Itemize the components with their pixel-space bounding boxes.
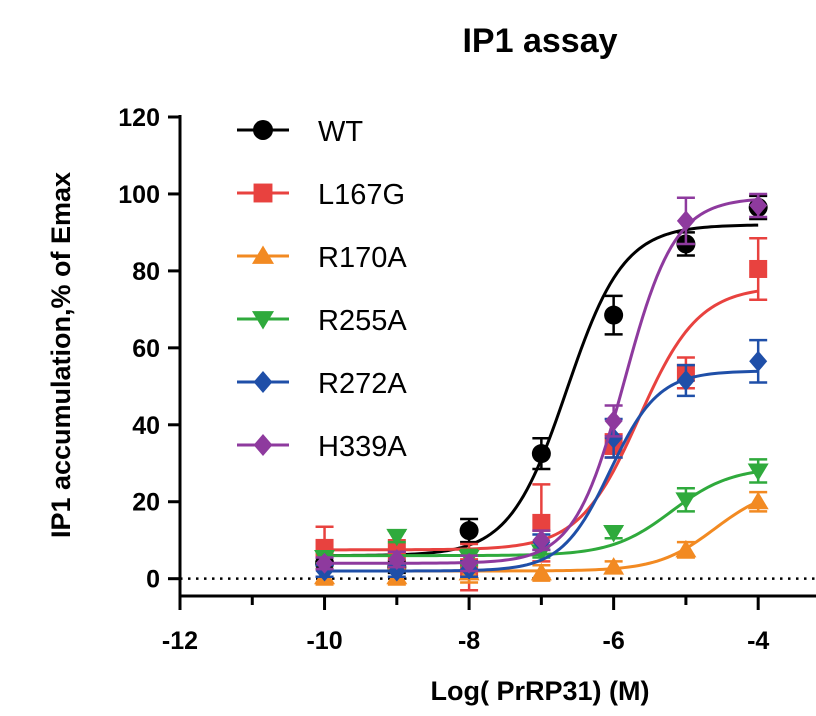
series-h339a	[315, 192, 768, 574]
y-tick-label: 20	[132, 489, 160, 517]
data-point	[387, 560, 406, 582]
data-point	[749, 259, 768, 278]
y-tick-label: 0	[146, 566, 160, 594]
x-axis-label: Log( PrRP31) (M)	[431, 676, 650, 706]
x-tick-label: -12	[162, 627, 198, 655]
data-point	[749, 350, 768, 372]
y-tick-label: 60	[132, 335, 160, 363]
data-point	[747, 491, 769, 510]
legend-label-l167g: L167G	[318, 179, 405, 211]
data-point	[747, 463, 769, 481]
legend-marker-r255a	[251, 311, 275, 330]
data-point	[532, 529, 551, 551]
data-point	[675, 539, 697, 558]
legend-marker-r272a	[253, 370, 273, 394]
data-point	[604, 305, 624, 325]
data-point	[749, 194, 768, 216]
data-point	[387, 548, 406, 570]
legend-label-wt: WT	[318, 116, 363, 148]
data-point	[460, 552, 479, 574]
data-point	[604, 410, 623, 432]
y-axis-label: IP1 accumulation,% of Emax	[46, 172, 76, 538]
data-point	[315, 552, 334, 574]
chart-title: IP1 assay	[462, 22, 617, 60]
legend-label-r170a: R170A	[318, 242, 407, 274]
data-point	[675, 492, 697, 510]
legend-marker-wt	[253, 120, 273, 140]
x-tick-label: -10	[306, 627, 342, 655]
legend-label-r255a: R255A	[318, 305, 407, 337]
data-point	[532, 513, 551, 532]
legend-label-r272a: R272A	[318, 368, 407, 400]
legend-marker-r170a	[251, 245, 275, 264]
legend-marker-l167g	[253, 183, 273, 203]
y-tick-label: 120	[118, 104, 160, 132]
x-tick-label: -6	[603, 627, 625, 655]
data-point	[459, 521, 479, 541]
legend-marker-h339a	[253, 433, 273, 457]
y-tick-label: 100	[118, 181, 160, 209]
legend-label-h339a: H339A	[318, 431, 407, 463]
legend: WT L167G R170A R255A R272A H339A	[237, 116, 407, 463]
data-point	[603, 557, 625, 575]
x-tick-label: -8	[458, 627, 480, 655]
data-point	[603, 525, 625, 543]
x-tick-label: -4	[747, 627, 769, 655]
data-point	[676, 370, 695, 392]
data-point	[676, 210, 695, 232]
y-tick-label: 40	[132, 412, 160, 440]
data-point	[530, 562, 552, 581]
y-tick-label: 80	[132, 258, 160, 286]
data-point	[531, 444, 551, 464]
data-point	[386, 528, 408, 547]
